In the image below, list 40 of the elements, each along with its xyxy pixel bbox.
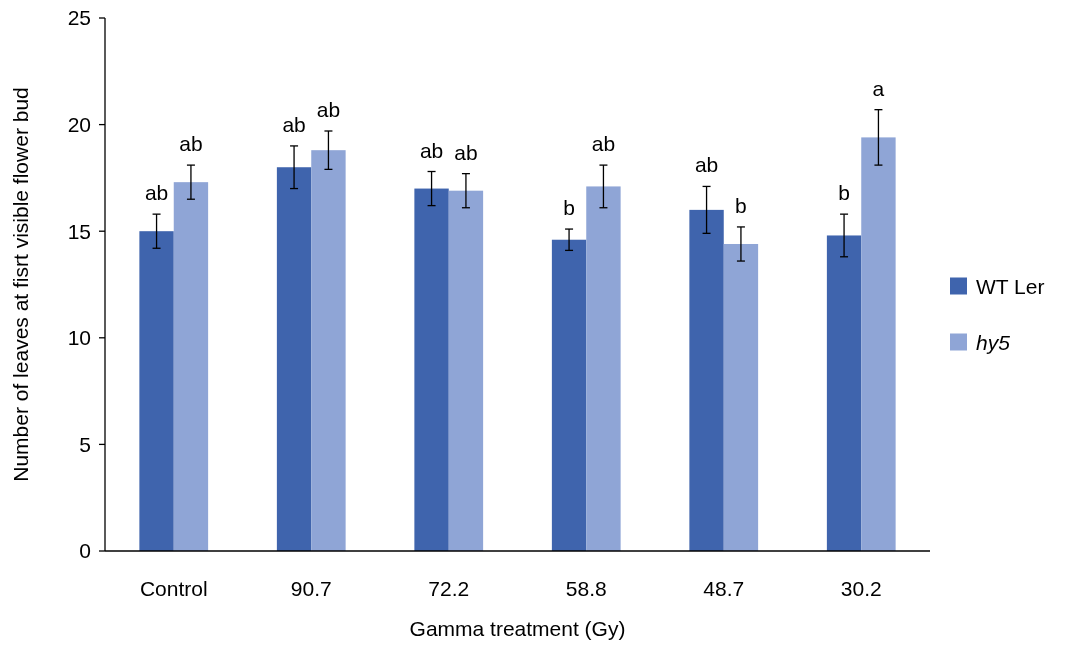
annotation: ab [694, 153, 719, 177]
annotation: ab [316, 98, 341, 121]
bar [173, 182, 209, 551]
y-tick-label: 0 [79, 539, 91, 563]
y-axis-title: Number of leaves at fisrt visible flower bud [9, 87, 32, 482]
x-tick-label: 48.7 [703, 577, 745, 600]
bar [861, 137, 896, 551]
annotation: b [735, 193, 747, 217]
bar [311, 150, 346, 551]
y-tick-label: 10 [67, 326, 91, 350]
x-tick-label: Control [139, 577, 208, 600]
legend-label: hy5 [976, 330, 1011, 354]
bar [826, 235, 862, 551]
y-tick-label: 20 [67, 112, 91, 136]
y-tick-label: 15 [67, 219, 91, 243]
bar [276, 167, 312, 551]
bar [723, 243, 759, 551]
bar [689, 209, 724, 551]
annotation: b [563, 196, 575, 220]
x-tick-label: 58.8 [565, 577, 607, 600]
x-tick-label: 72.2 [428, 577, 470, 600]
annotation: ab [144, 181, 169, 205]
y-tick-label: 5 [79, 432, 91, 456]
x-axis-title: Gamma treatment (Gy) [409, 617, 626, 640]
bar [586, 186, 621, 551]
bar [448, 190, 484, 551]
annotation: ab [591, 132, 616, 156]
x-tick-label: 90.7 [290, 577, 332, 600]
annotation: a [872, 76, 885, 100]
bar [414, 188, 449, 551]
bar [139, 231, 174, 551]
bar [551, 239, 587, 551]
legend-label: WT Ler [976, 274, 1045, 298]
annotation: b [838, 181, 850, 205]
y-tick-label: 25 [67, 6, 91, 30]
annotation: ab [282, 112, 306, 136]
annotation: ab [454, 140, 478, 164]
annotation: ab [419, 138, 444, 162]
x-tick-label: 30.2 [840, 577, 882, 600]
annotation: ab [179, 132, 203, 156]
